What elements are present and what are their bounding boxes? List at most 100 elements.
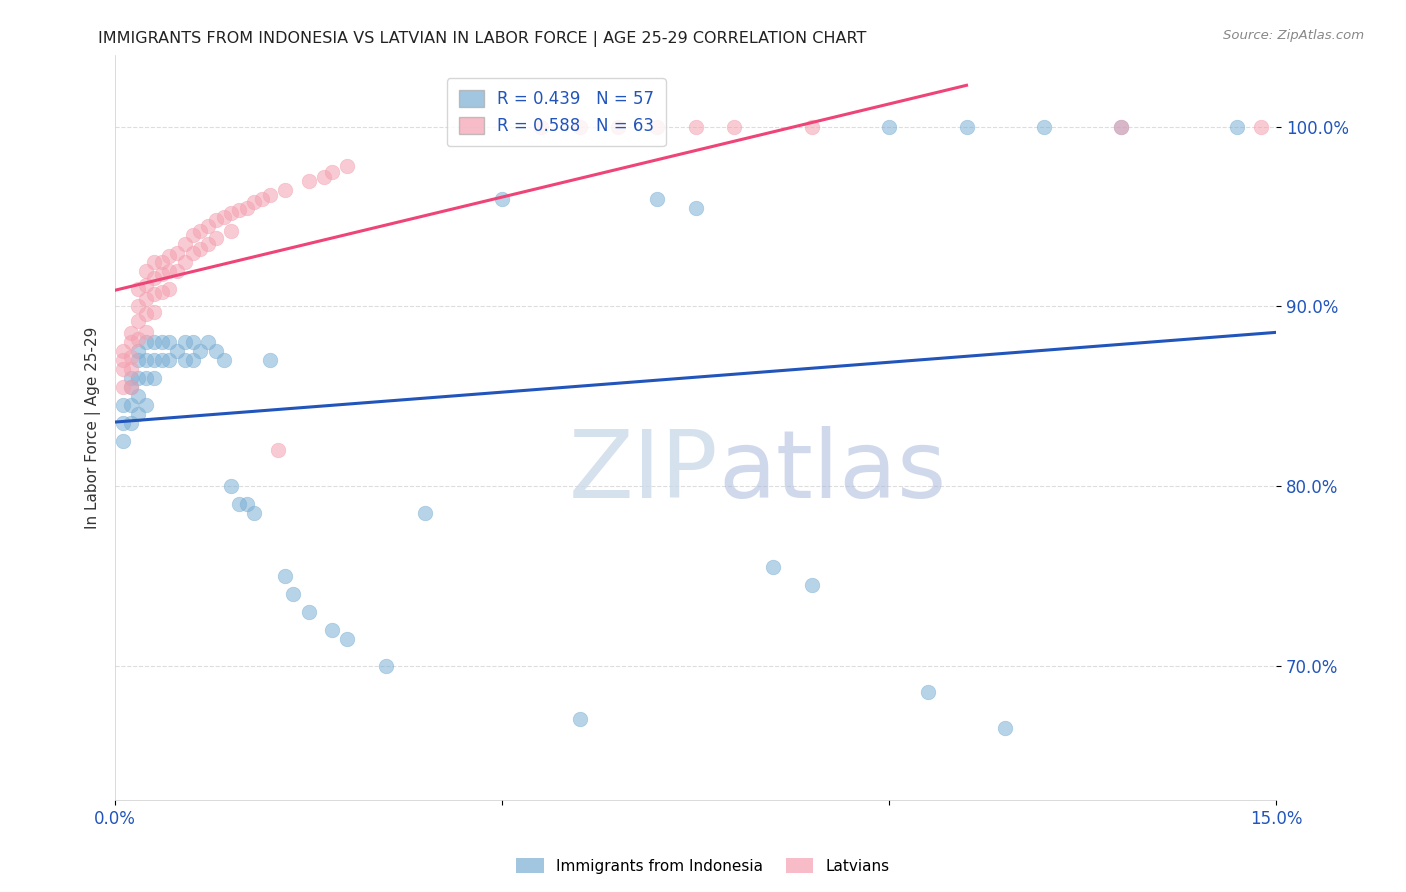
Point [135, 398, 157, 412]
Point [181, 335, 204, 350]
Point [336, 160, 359, 174]
Point [252, 192, 274, 206]
Point [135, 353, 157, 368]
Point [800, 578, 823, 592]
Point [111, 380, 134, 394]
Point [135, 307, 157, 321]
Point [530, 120, 553, 134]
Point [994, 722, 1017, 736]
Point [111, 398, 134, 412]
Point [219, 206, 242, 220]
Point [800, 120, 823, 134]
Point [188, 242, 211, 256]
Point [120, 350, 142, 364]
Point [298, 174, 321, 188]
Point [142, 353, 165, 368]
Point [127, 300, 149, 314]
Point [157, 281, 180, 295]
Point [236, 201, 259, 215]
Point [212, 210, 235, 224]
Point [685, 201, 707, 215]
Point [127, 314, 149, 328]
Point [181, 245, 204, 260]
Point [111, 416, 134, 430]
Point [1226, 120, 1249, 134]
Point [259, 188, 281, 202]
Point [236, 497, 259, 511]
Point [336, 632, 359, 646]
Text: Source: ZipAtlas.com: Source: ZipAtlas.com [1223, 29, 1364, 42]
Point [917, 685, 939, 699]
Point [685, 120, 707, 134]
Point [157, 353, 180, 368]
Point [166, 344, 188, 359]
Point [188, 224, 211, 238]
Point [243, 195, 266, 210]
Point [228, 497, 250, 511]
Text: ZIP: ZIP [569, 426, 718, 518]
Point [212, 353, 235, 368]
Point [173, 254, 195, 268]
Point [204, 231, 226, 245]
Point [111, 362, 134, 376]
Point [1111, 120, 1133, 134]
Point [181, 353, 204, 368]
Point [274, 183, 297, 197]
Point [157, 263, 180, 277]
Point [298, 605, 321, 619]
Point [219, 479, 242, 493]
Point [259, 353, 281, 368]
Point [762, 559, 785, 574]
Point [274, 569, 297, 583]
Point [877, 120, 900, 134]
Point [150, 267, 173, 281]
Point [375, 658, 398, 673]
Point [120, 380, 142, 394]
Point [314, 170, 336, 185]
Point [135, 277, 157, 292]
Point [173, 353, 195, 368]
Point [150, 335, 173, 350]
Point [120, 335, 142, 350]
Point [142, 305, 165, 319]
Point [321, 623, 343, 637]
Point [142, 254, 165, 268]
Text: atlas: atlas [718, 426, 948, 518]
Point [135, 263, 157, 277]
Point [111, 344, 134, 359]
Point [127, 407, 149, 421]
Point [188, 344, 211, 359]
Point [120, 362, 142, 376]
Point [135, 325, 157, 339]
Point [607, 120, 630, 134]
Point [157, 249, 180, 263]
Point [127, 344, 149, 359]
Point [120, 371, 142, 385]
Point [166, 245, 188, 260]
Point [173, 236, 195, 251]
Point [568, 120, 591, 134]
Point [150, 353, 173, 368]
Point [135, 293, 157, 307]
Point [142, 287, 165, 301]
Point [127, 371, 149, 385]
Legend: R = 0.439   N = 57, R = 0.588   N = 63: R = 0.439 N = 57, R = 0.588 N = 63 [447, 78, 665, 146]
Legend: Immigrants from Indonesia, Latvians: Immigrants from Indonesia, Latvians [510, 852, 896, 880]
Point [645, 120, 668, 134]
Point [127, 389, 149, 403]
Point [491, 192, 513, 206]
Point [645, 192, 668, 206]
Point [142, 371, 165, 385]
Point [135, 371, 157, 385]
Point [267, 443, 290, 458]
Point [1111, 120, 1133, 134]
Point [127, 353, 149, 368]
Point [111, 434, 134, 449]
Point [181, 227, 204, 242]
Point [120, 398, 142, 412]
Point [135, 335, 157, 350]
Point [120, 380, 142, 394]
Point [127, 332, 149, 346]
Point [142, 335, 165, 350]
Point [166, 263, 188, 277]
